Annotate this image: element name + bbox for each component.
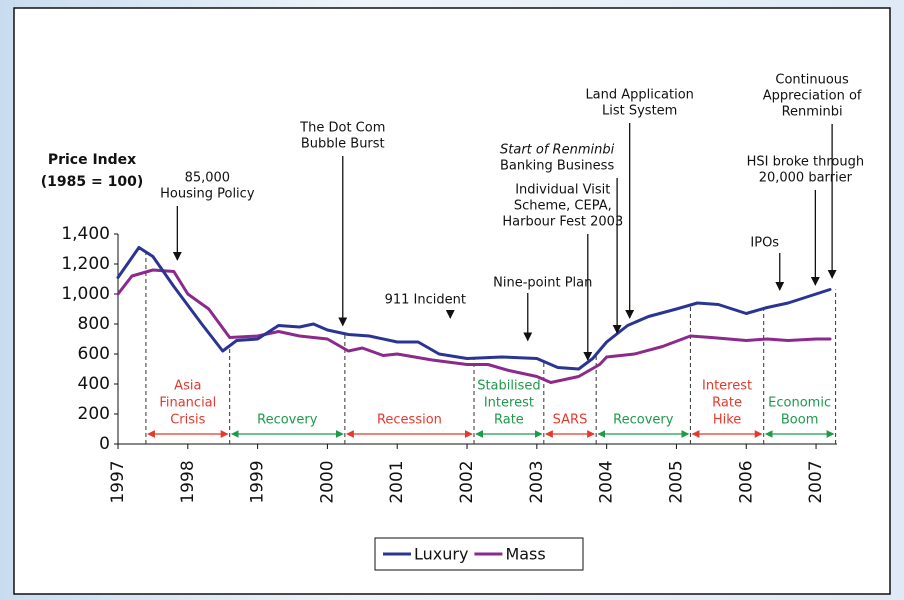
annotation-text: IPOs bbox=[750, 236, 779, 251]
annotation-text: Start of Renminbi bbox=[500, 143, 615, 158]
x-tick-label: 1998 bbox=[178, 460, 198, 503]
period-label: Interest bbox=[484, 396, 534, 411]
period-label: Recession bbox=[377, 413, 442, 428]
x-tick-label: 2007 bbox=[806, 460, 826, 503]
legend-label: Mass bbox=[505, 545, 545, 564]
period-label: Economic bbox=[768, 396, 831, 411]
annotation-text: The Dot Com bbox=[299, 121, 385, 136]
legend-label: Luxury bbox=[414, 545, 468, 564]
y-tick-label: 1,000 bbox=[61, 284, 110, 304]
panel bbox=[13, 7, 891, 595]
annotation-text: Continuous bbox=[775, 73, 849, 88]
legend: Luxury Mass bbox=[374, 537, 584, 571]
x-tick-label: 2003 bbox=[527, 460, 547, 503]
y-tick-label: 1,400 bbox=[61, 224, 110, 244]
x-tick-label: 1999 bbox=[248, 460, 268, 503]
x-tick-label: 1997 bbox=[108, 460, 128, 503]
annotation-text: Individual Visit bbox=[515, 183, 610, 198]
period-label: Asia bbox=[174, 379, 201, 394]
line-series bbox=[116, 268, 832, 384]
annotation-text: Renminbi bbox=[782, 105, 843, 120]
line-series bbox=[116, 246, 832, 371]
annotation-text: Nine-point Plan bbox=[493, 276, 592, 291]
annotation-text: HSI broke through bbox=[747, 155, 865, 170]
annotation-text: Harbour Fest 2003 bbox=[502, 215, 623, 230]
annotation-text: List System bbox=[602, 104, 677, 119]
period-label: SARS bbox=[553, 413, 588, 428]
x-tick-label: 2005 bbox=[666, 460, 686, 503]
y-tick-label: 1,200 bbox=[61, 254, 110, 274]
annotation-text: Bubble Burst bbox=[301, 137, 385, 152]
y-tick-label: 800 bbox=[78, 314, 110, 334]
annotation-text: Land Application bbox=[585, 88, 693, 103]
period-label: Stabilised bbox=[477, 379, 540, 394]
annotation-text: 911 Incident bbox=[385, 293, 466, 308]
x-tick-label: 2001 bbox=[387, 460, 407, 503]
annotation-text: Appreciation of bbox=[763, 89, 862, 104]
x-tick-label: 2000 bbox=[317, 460, 337, 503]
period-label: Interest bbox=[702, 379, 752, 394]
y-tick-label: 0 bbox=[99, 434, 110, 454]
x-tick-label: 2006 bbox=[736, 460, 756, 503]
period-label: Rate bbox=[712, 396, 742, 411]
y-axis-label: (1985 = 100) bbox=[41, 174, 143, 190]
y-tick-label: 400 bbox=[78, 374, 110, 394]
annotation-text: Banking Business bbox=[500, 159, 614, 174]
period-label: Rate bbox=[494, 413, 524, 428]
annotation-text: Scheme, CEPA, bbox=[514, 199, 612, 214]
period-label: Recovery bbox=[257, 413, 318, 428]
period-label: Crisis bbox=[170, 413, 205, 428]
y-axis-label: Price Index bbox=[48, 152, 136, 168]
y-tick-label: 600 bbox=[78, 344, 110, 364]
annotation-text: 85,000 bbox=[185, 171, 231, 186]
x-tick-label: 2004 bbox=[597, 460, 617, 503]
annotation-text: Housing Policy bbox=[160, 187, 255, 202]
annotation-text: 20,000 barrier bbox=[759, 171, 853, 186]
y-tick-label: 200 bbox=[78, 404, 110, 424]
period-label: Boom bbox=[781, 413, 819, 428]
x-tick-label: 2002 bbox=[457, 460, 477, 503]
period-label: Financial bbox=[159, 396, 216, 411]
period-label: Hike bbox=[713, 413, 741, 428]
period-label: Recovery bbox=[613, 413, 674, 428]
